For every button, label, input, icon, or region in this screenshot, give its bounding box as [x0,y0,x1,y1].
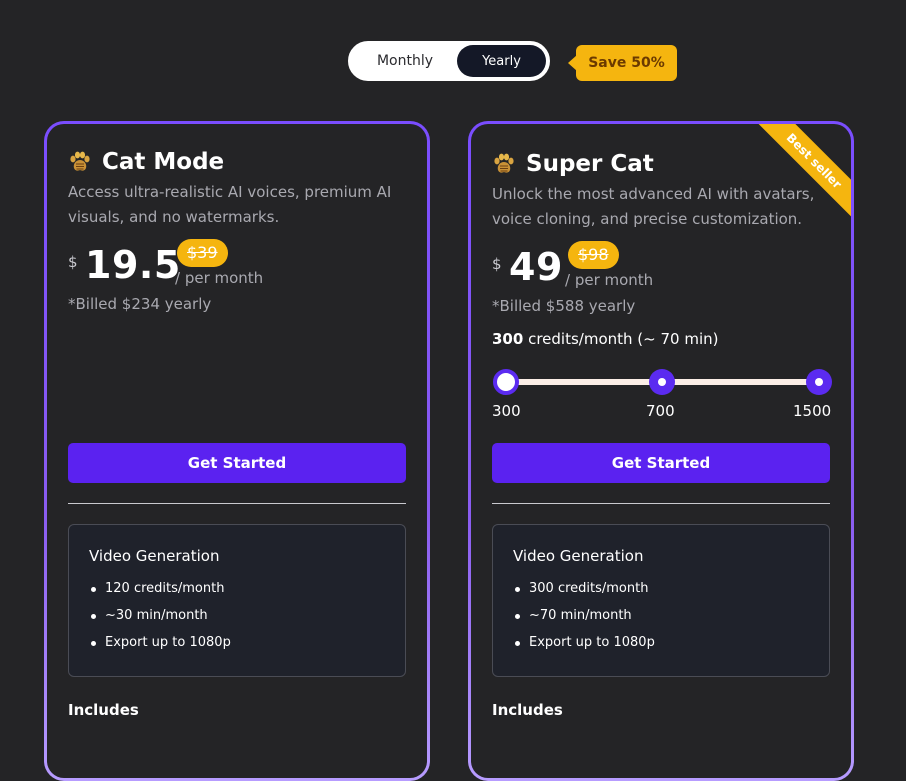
price-row: $ 49 $98 / per month [492,241,792,297]
slider-stop-1500[interactable] [806,369,832,395]
save-badge: Save 50% [568,45,677,81]
feature-title: Video Generation [513,547,644,565]
includes-heading: Includes [68,701,139,719]
slider-label-700: 700 [646,402,675,420]
price-currency: $ [492,255,502,273]
paw-icon [68,150,92,174]
old-price-badge: $98 [568,241,619,269]
list-item: ~30 min/month [91,608,231,635]
billed-yearly: *Billed $234 yearly [68,295,212,313]
slider-label-1500: 1500 [793,402,832,420]
plan-card-super-cat: Best seller Super Cat Unlock the most ad… [468,121,854,781]
plan-card-cat-mode: Cat Mode Access ultra-realistic AI voice… [44,121,430,781]
list-item: ~70 min/month [515,608,655,635]
plan-description: Unlock the most advanced AI with avatars… [492,185,815,228]
feature-list: 120 credits/month ~30 min/month Export u… [91,581,231,662]
get-started-button[interactable]: Get Started [68,443,406,483]
old-price-badge: $39 [177,239,228,267]
plan-card-body: Best seller Super Cat Unlock the most ad… [471,124,851,778]
plan-card-body: Cat Mode Access ultra-realistic AI voice… [47,124,427,778]
price-value: 49 [509,245,563,289]
list-item: 300 credits/month [515,581,655,608]
credits-slider[interactable] [493,369,832,395]
credits-amount: 300 [492,330,524,348]
get-started-button[interactable]: Get Started [492,443,830,483]
feature-box: Video Generation 120 credits/month ~30 m… [68,524,406,677]
toggle-monthly[interactable]: Monthly [376,53,434,69]
price-period: / per month [175,269,264,287]
paw-icon [492,152,516,176]
divider [492,503,830,504]
feature-list: 300 credits/month ~70 min/month Export u… [515,581,655,662]
divider [68,503,406,504]
list-item: Export up to 1080p [515,635,655,662]
price-currency: $ [68,253,78,271]
billing-toggle: Monthly Yearly [348,41,550,81]
list-item: 120 credits/month [91,581,231,608]
includes-heading: Includes [492,701,563,719]
plan-header: Cat Mode [68,149,224,175]
feature-title: Video Generation [89,547,220,565]
billed-yearly: *Billed $588 yearly [492,297,636,315]
slider-stop-300[interactable] [493,369,519,395]
credits-suffix: credits/month (~ 70 min) [523,330,719,348]
plan-name: Super Cat [526,151,654,177]
price-row: $ 19.5 $39 / per month [68,239,368,295]
list-item: Export up to 1080p [91,635,231,662]
plan-name: Cat Mode [102,149,225,175]
toggle-yearly[interactable]: Yearly [457,45,546,77]
price-value: 19.5 [85,243,181,287]
plan-description: Access ultra-realistic AI voices, premiu… [68,183,392,226]
plan-header: Super Cat [492,151,654,177]
feature-box: Video Generation 300 credits/month ~70 m… [492,524,830,677]
credits-summary: 300 credits/month (~ 70 min) [492,330,718,348]
price-period: / per month [565,271,654,289]
slider-label-300: 300 [492,402,521,420]
slider-stop-700[interactable] [649,369,675,395]
